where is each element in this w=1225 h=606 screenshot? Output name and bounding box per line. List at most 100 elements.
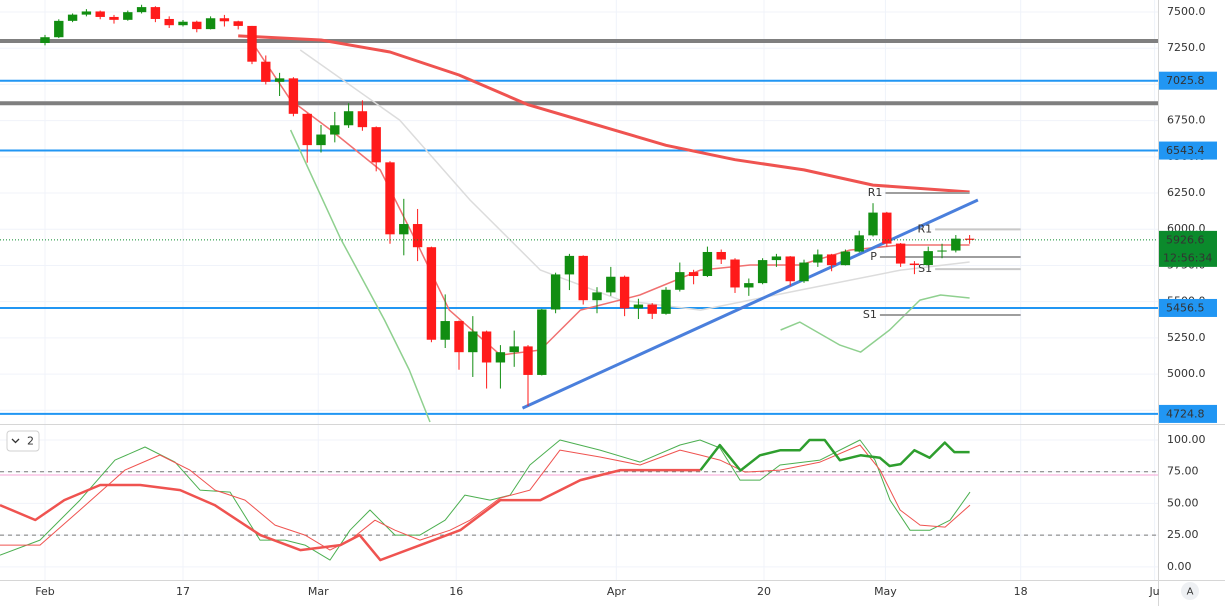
candle-body bbox=[412, 224, 423, 248]
y-tick-label: 6250.0 bbox=[1167, 186, 1206, 199]
candle-body bbox=[440, 321, 450, 340]
candle-body bbox=[136, 7, 147, 13]
y-tick-label: 100.00 bbox=[1167, 433, 1206, 446]
candle-body bbox=[688, 272, 699, 277]
candle-body bbox=[274, 78, 285, 82]
candle-body bbox=[854, 235, 864, 252]
candle-body bbox=[523, 346, 533, 375]
candle-body bbox=[343, 111, 354, 126]
candle-body bbox=[826, 254, 837, 266]
candle-body bbox=[495, 352, 506, 363]
candle-body bbox=[95, 11, 105, 17]
y-tick-label: 75.00 bbox=[1167, 465, 1199, 478]
x-tick-label: 17 bbox=[176, 585, 190, 598]
x-tick-label: May bbox=[874, 585, 897, 598]
candle-body bbox=[302, 113, 312, 146]
x-tick-label: Apr bbox=[607, 585, 627, 598]
legend[interactable]: 2 bbox=[6, 430, 40, 452]
candle-body bbox=[882, 212, 892, 244]
candle-body bbox=[233, 21, 243, 26]
candle-body bbox=[840, 251, 851, 266]
auto-scale-label[interactable]: A bbox=[1187, 587, 1194, 598]
candle-body bbox=[357, 111, 368, 128]
candle-body bbox=[509, 346, 519, 353]
candle-body bbox=[399, 224, 409, 235]
pivot-label: R1 bbox=[868, 186, 883, 199]
candle-body bbox=[661, 289, 671, 314]
y-tick-label: 7250.0 bbox=[1167, 41, 1206, 54]
last-price-label: 5926.6 bbox=[1166, 233, 1205, 246]
y-tick-label: 5000.0 bbox=[1167, 367, 1206, 380]
candle-body bbox=[799, 262, 809, 282]
level-price-box bbox=[1159, 298, 1217, 317]
candle-body bbox=[606, 276, 616, 293]
candle-body bbox=[481, 331, 492, 363]
candle-body bbox=[937, 250, 947, 252]
candle-body bbox=[909, 263, 920, 266]
candle-body bbox=[813, 254, 823, 263]
pivot-label: R1 bbox=[917, 222, 932, 235]
oscillator-pane bbox=[0, 438, 1158, 562]
pivot-label: P bbox=[870, 250, 877, 263]
candle-body bbox=[757, 260, 768, 284]
axes: Feb17Mar16Apr20May18Ju4750.05000.05250.0… bbox=[35, 5, 1217, 598]
candle-body bbox=[219, 18, 230, 22]
oscillator-line bbox=[699, 438, 970, 472]
x-tick-label: Ju bbox=[1148, 585, 1159, 598]
candle-body bbox=[771, 256, 782, 261]
candle-body bbox=[785, 256, 795, 282]
candle-body bbox=[633, 304, 644, 309]
x-tick-label: Mar bbox=[308, 585, 329, 598]
candle-body bbox=[951, 238, 961, 251]
candle-body bbox=[730, 259, 740, 288]
oscillator-line bbox=[0, 444, 971, 551]
candle-body bbox=[67, 14, 78, 21]
pivot-label: S1 bbox=[863, 308, 877, 321]
level-price-box bbox=[1159, 71, 1217, 90]
level-price-label: 5456.5 bbox=[1166, 301, 1205, 314]
y-tick-label: 50.00 bbox=[1167, 496, 1199, 509]
candle-body bbox=[647, 304, 657, 314]
chevron-icon bbox=[11, 438, 20, 444]
candle-body bbox=[426, 247, 437, 340]
candle-body bbox=[702, 251, 713, 277]
candle-body bbox=[178, 21, 188, 26]
candle-body bbox=[716, 251, 726, 260]
level-price-box bbox=[1159, 404, 1217, 423]
candle-body bbox=[744, 283, 754, 288]
y-tick-label: 6750.0 bbox=[1167, 114, 1206, 127]
y-tick-label: 25.00 bbox=[1167, 528, 1199, 541]
candle-body bbox=[550, 274, 561, 310]
x-tick-label: Feb bbox=[35, 585, 54, 598]
auto-scale-button[interactable] bbox=[1181, 582, 1199, 600]
candle-body bbox=[964, 238, 975, 240]
candle-body bbox=[385, 162, 395, 235]
candle-body bbox=[330, 125, 340, 135]
candle-body bbox=[592, 292, 602, 301]
x-tick-label: 18 bbox=[1014, 585, 1028, 598]
legend-box[interactable] bbox=[6, 430, 40, 452]
candle-body bbox=[205, 18, 216, 30]
candle-body bbox=[578, 255, 588, 301]
overlay-line bbox=[521, 198, 979, 410]
candle-body bbox=[40, 37, 50, 44]
last-price-box bbox=[1159, 230, 1217, 267]
overlay-line bbox=[289, 129, 970, 423]
candle-body bbox=[261, 61, 271, 82]
candle-body bbox=[81, 11, 92, 15]
candle-body bbox=[192, 21, 202, 30]
level-price-label: 6543.4 bbox=[1166, 144, 1205, 157]
candle-body bbox=[454, 321, 464, 353]
y-tick-label: 7500.0 bbox=[1167, 5, 1206, 18]
overlay-line bbox=[238, 34, 970, 194]
candle-body bbox=[371, 127, 381, 163]
candle-body bbox=[537, 309, 547, 375]
level-price-label: 4724.8 bbox=[1166, 407, 1205, 420]
candle-body bbox=[868, 212, 878, 236]
candle-body bbox=[316, 134, 326, 146]
level-price-box bbox=[1159, 141, 1217, 160]
countdown-label: 12:56:34 bbox=[1163, 251, 1212, 264]
level-price-label: 7025.8 bbox=[1166, 74, 1205, 87]
